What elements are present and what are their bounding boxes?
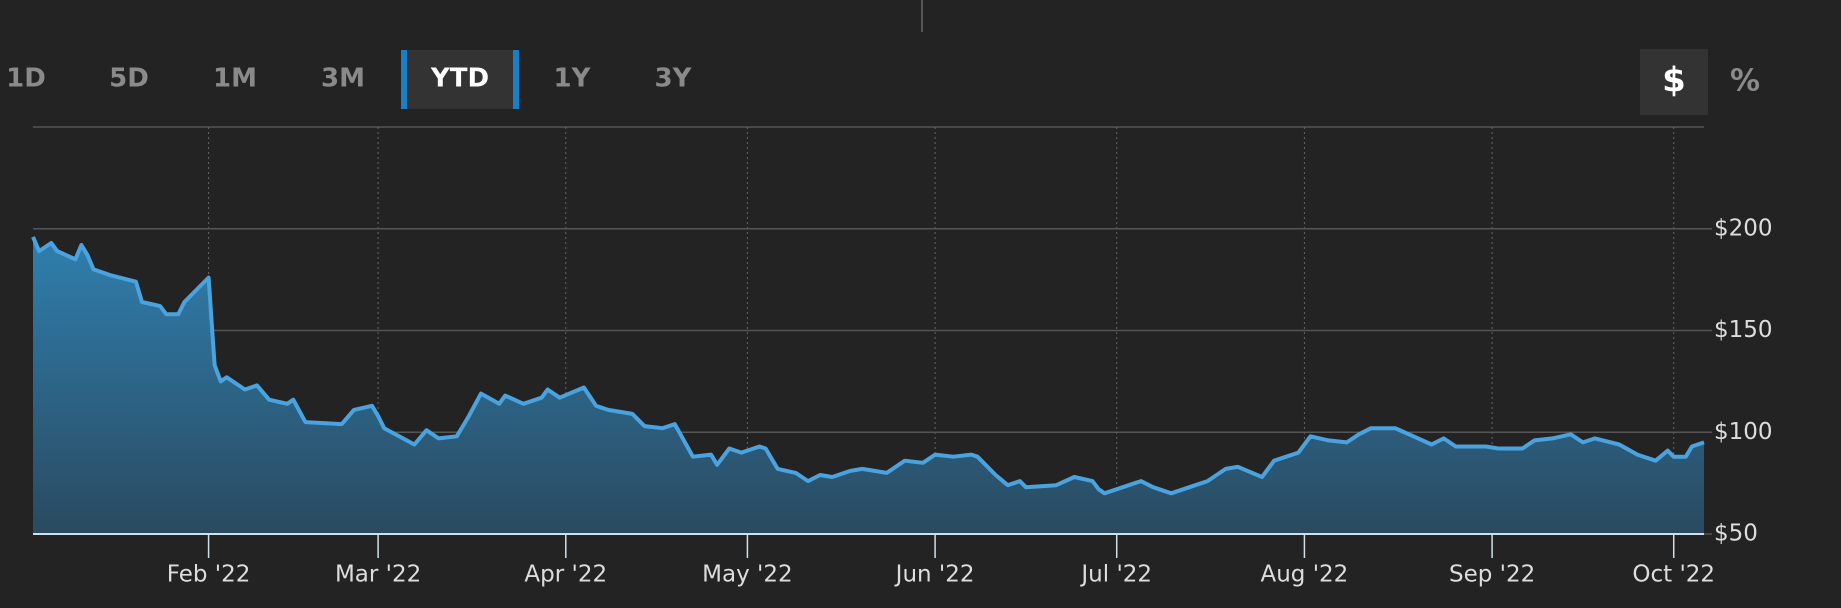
range-button[interactable]: 3M — [321, 64, 365, 94]
x-tick-label: Jun '22 — [894, 562, 975, 588]
x-tick-label: Aug '22 — [1261, 562, 1349, 588]
x-tick-label: Oct '22 — [1632, 562, 1715, 588]
x-tick-label: Apr '22 — [524, 562, 607, 588]
unit-button[interactable]: % — [1730, 64, 1760, 99]
price-line — [31, 236, 1705, 496]
x-tick-label: Mar '22 — [335, 562, 421, 588]
x-tick-label: May '22 — [702, 562, 792, 588]
selected-button-edge — [513, 50, 519, 109]
y-tick-label: $50 — [1714, 521, 1758, 547]
y-tick-label: $150 — [1714, 317, 1773, 343]
selected-button-edge — [401, 50, 407, 109]
x-tick-label: Feb '22 — [167, 562, 251, 588]
y-tick-label: $100 — [1714, 419, 1773, 445]
selected-button-bg — [401, 50, 519, 109]
range-button[interactable]: 1D — [6, 64, 46, 94]
unit-button[interactable]: $ — [1662, 61, 1686, 101]
x-tick-label: Jul '22 — [1079, 562, 1152, 588]
y-tick-label: $200 — [1714, 215, 1773, 241]
range-button[interactable]: 5D — [109, 64, 149, 94]
area-fill — [33, 236, 1704, 534]
range-button[interactable]: 1M — [213, 64, 257, 94]
x-tick-label: Sep '22 — [1449, 562, 1535, 588]
selected-unit-bg — [1640, 49, 1708, 115]
range-button[interactable]: 1Y — [554, 64, 592, 94]
range-button[interactable]: YTD — [430, 64, 489, 94]
range-button[interactable]: 3Y — [655, 64, 693, 94]
